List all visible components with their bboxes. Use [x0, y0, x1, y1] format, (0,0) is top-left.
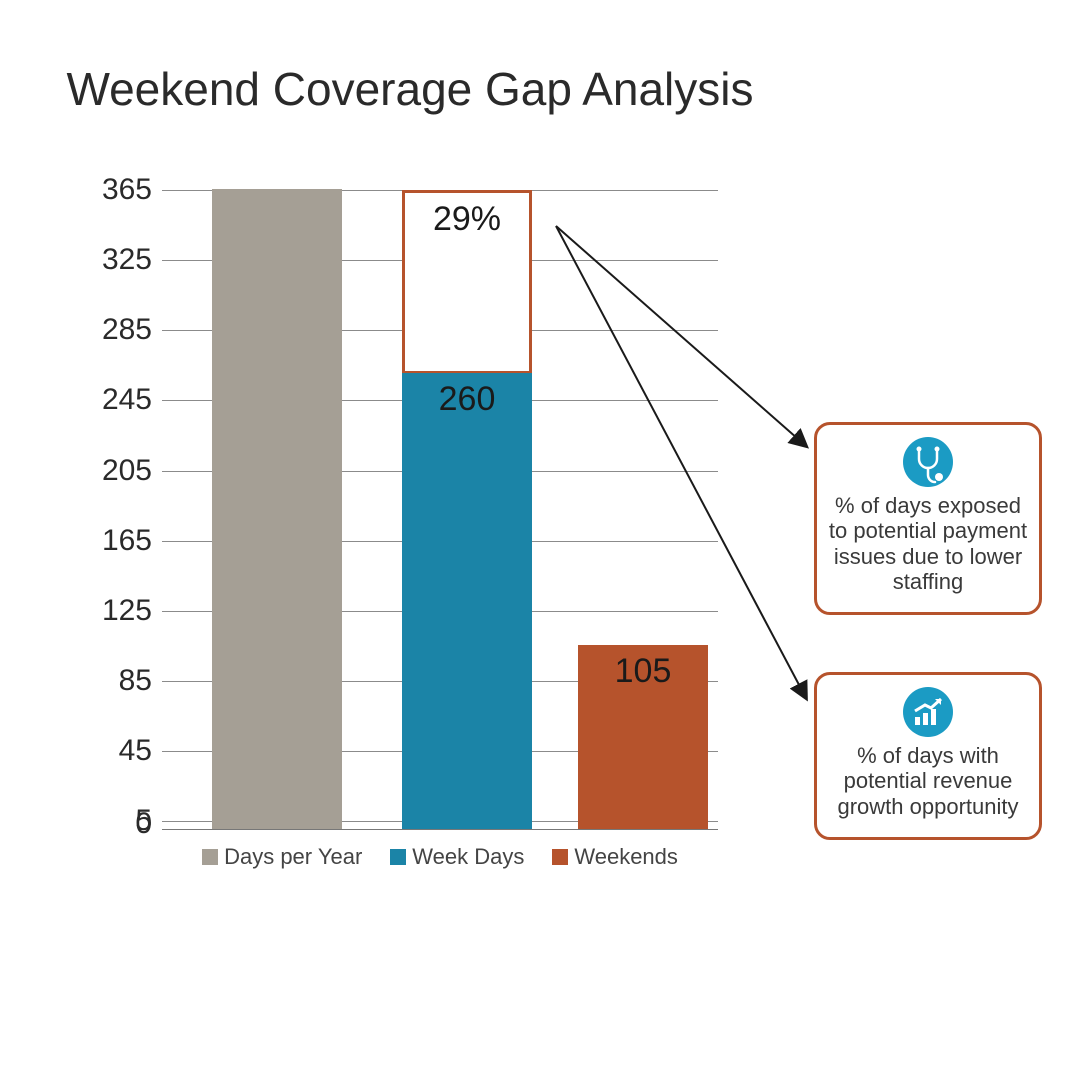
bar-value-label: 105 [578, 652, 708, 691]
bar-value-label: 260 [402, 380, 532, 419]
legend-item: Week Days [390, 844, 524, 870]
y-tick-label: 125 [78, 594, 152, 628]
chart-title: Weekend Coverage Gap Analysis [0, 62, 820, 116]
stethoscope-icon [903, 437, 953, 487]
plot-area: 29% 260 105 [162, 190, 718, 830]
y-tick-label: 45 [78, 734, 152, 768]
y-tick-label: 365 [78, 173, 152, 207]
growth-chart-icon [903, 687, 953, 737]
y-tick-label: 5 [78, 804, 152, 838]
callout-box: % of days with potential revenue growth … [814, 672, 1042, 840]
legend-item: Days per Year [202, 844, 362, 870]
y-tick-label: 245 [78, 383, 152, 417]
bar-week-days [402, 373, 532, 829]
bar-chart: 29%260105 054585125165205245285325365 Da… [78, 190, 718, 890]
legend-swatch [202, 849, 218, 865]
callout-text: % of days with potential revenue growth … [827, 743, 1029, 819]
y-tick-label: 85 [78, 664, 152, 698]
legend-swatch [390, 849, 406, 865]
legend-item: Weekends [552, 844, 678, 870]
callout-text: % of days exposed to potential payment i… [827, 493, 1029, 594]
gap-percent-label: 29% [402, 200, 532, 239]
legend-swatch [552, 849, 568, 865]
legend-label: Weekends [574, 844, 678, 870]
y-tick-label: 165 [78, 524, 152, 558]
bar-days-per-year [212, 189, 342, 829]
y-tick-label: 205 [78, 454, 152, 488]
y-tick-label: 325 [78, 243, 152, 277]
y-tick-label: 285 [78, 313, 152, 347]
legend: Days per Year Week Days Weekends [162, 844, 718, 870]
callout-box: % of days exposed to potential payment i… [814, 422, 1042, 615]
legend-label: Days per Year [224, 844, 362, 870]
legend-label: Week Days [412, 844, 524, 870]
